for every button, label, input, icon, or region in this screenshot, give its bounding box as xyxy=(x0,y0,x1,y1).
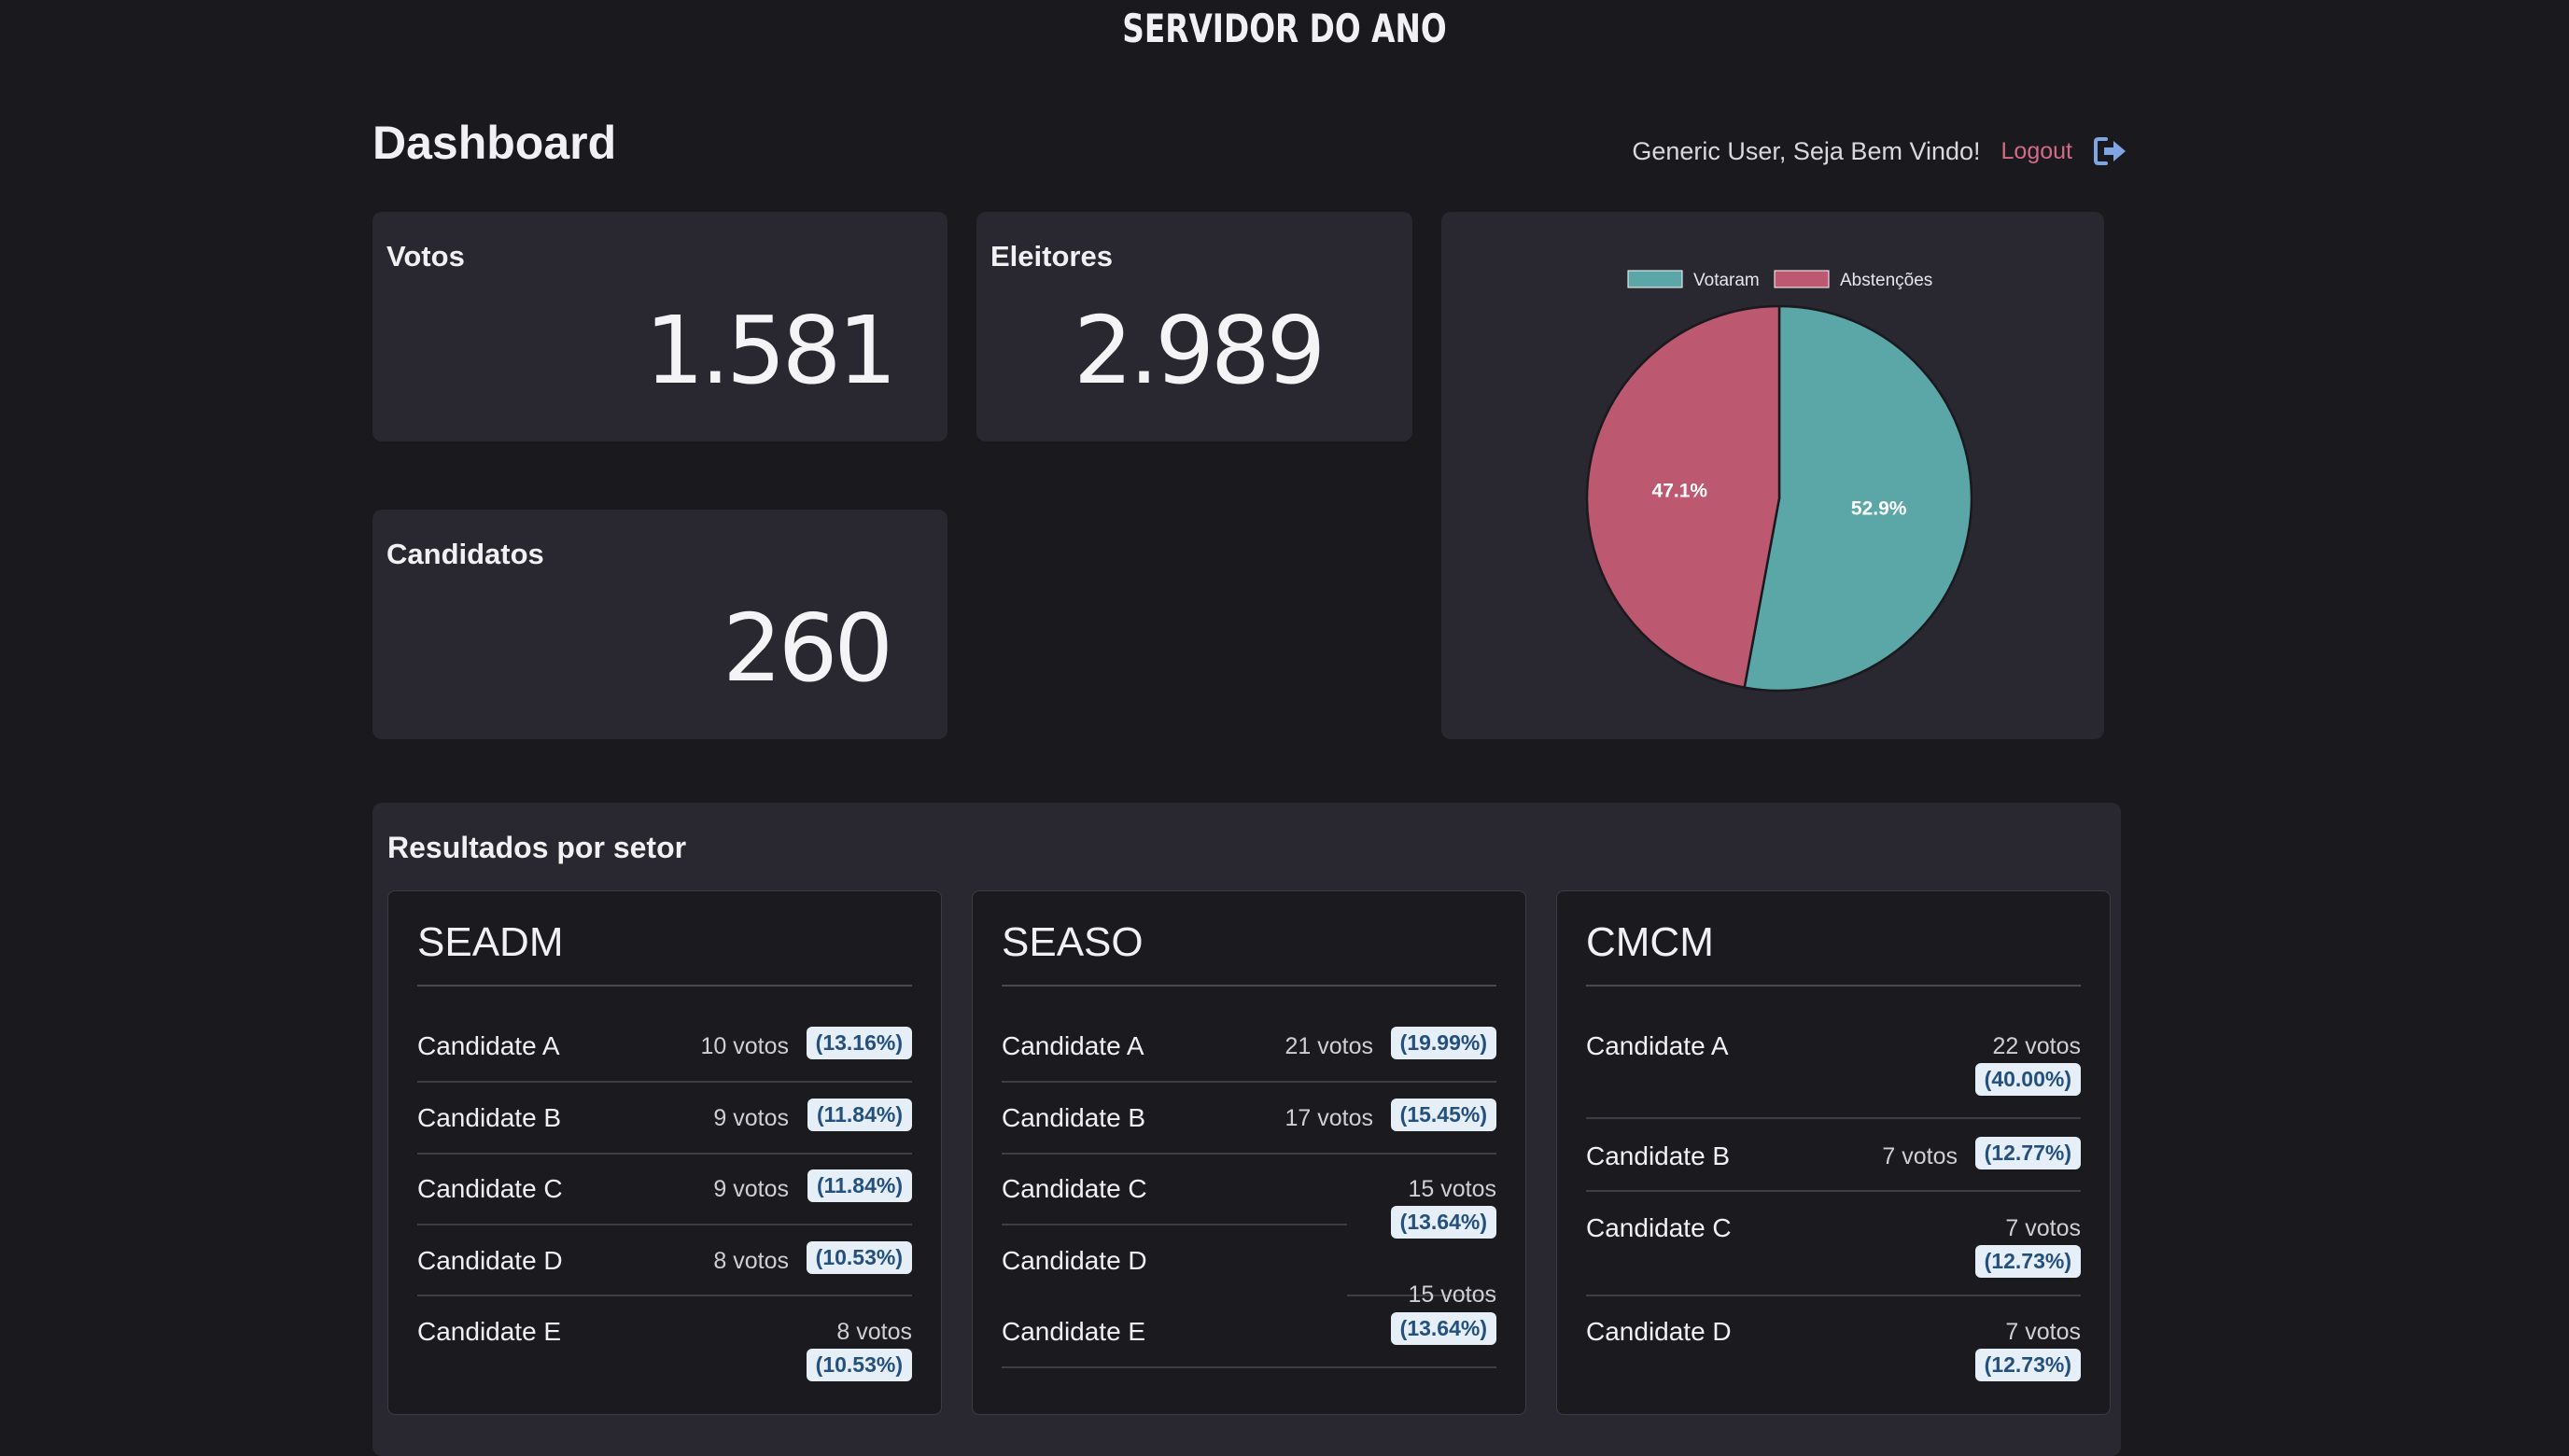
candidate-name: Candidate D xyxy=(417,1246,563,1275)
percentage-badge: (13.64%) xyxy=(1390,1206,1496,1239)
candidate-name: Candidate E xyxy=(1002,1317,1146,1346)
row-divider xyxy=(417,1224,912,1225)
percentage-badge: (12.73%) xyxy=(1974,1349,2081,1381)
percentage-badge: (13.64%) xyxy=(1390,1312,1496,1345)
percentage-badge: (10.53%) xyxy=(806,1349,912,1381)
candidate-votes: 7 votos xyxy=(1882,1143,1958,1169)
legend-swatch-abstenções[interactable] xyxy=(1774,270,1830,288)
results-title: Resultados por setor xyxy=(387,831,687,864)
candidate-votes: 9 votos xyxy=(713,1176,789,1202)
candidate-votes: 10 votos xyxy=(700,1033,789,1059)
welcome-message: Generic User, Seja Bem Vindo! xyxy=(1632,136,1981,165)
participation-chart-card: 52.9% 47.1% Votaram Abstenções xyxy=(1441,212,2104,739)
eleitores-label: Eleitores xyxy=(990,240,1113,273)
candidate-votes: 8 votos xyxy=(713,1248,789,1274)
candidatos-label: Candidatos xyxy=(386,538,544,570)
legend-swatch-votaram[interactable] xyxy=(1627,270,1683,288)
row-divider xyxy=(1586,1295,2081,1296)
sector-card-seadm: SEADM Candidate A 10 votos (13.16%) Candidat… xyxy=(387,890,942,1415)
candidate-votes: 15 votos xyxy=(1408,1176,1496,1202)
eleitores-card: Eleitores 2.989 xyxy=(976,212,1412,441)
results-panel: Resultados por setor SEADM Candidate A 10 … xyxy=(372,803,2121,1456)
row-divider xyxy=(1586,1117,2081,1119)
candidate-votes: 21 votos xyxy=(1284,1033,1373,1059)
sector-card-seaso: SEASO Candidate A 21 votos (19.99%) Candidat… xyxy=(972,890,1526,1415)
row-divider xyxy=(1002,1366,1496,1368)
percentage-badge: (40.00%) xyxy=(1974,1063,2081,1096)
candidate-votes: 15 votos xyxy=(1408,1281,1496,1308)
pie-value-label: 52.9% xyxy=(1851,498,1907,520)
sector-name: SEADM xyxy=(417,919,912,987)
candidate-votes: 9 votos xyxy=(713,1105,789,1131)
candidate-name: Candidate B xyxy=(1002,1103,1146,1132)
percentage-badge: (19.99%) xyxy=(1390,1027,1496,1059)
page-title: Dashboard xyxy=(372,117,617,169)
sector-name: SEASO xyxy=(1002,919,1496,987)
candidate-votes: 17 votos xyxy=(1284,1105,1373,1131)
votos-card: Votos 1.581 xyxy=(372,212,948,441)
user-area: Generic User, Seja Bem Vindo! Logout xyxy=(1624,133,2128,170)
candidate-votes: 22 votos xyxy=(1992,1033,2081,1059)
app-title: SERVIDOR DO ANO xyxy=(1122,6,1447,51)
legend-label[interactable]: Abstenções xyxy=(1840,271,1932,290)
candidate-name: Candidate D xyxy=(1586,1317,1732,1346)
row-divider xyxy=(417,1081,912,1083)
legend-label[interactable]: Votaram xyxy=(1693,271,1760,290)
percentage-badge: (11.84%) xyxy=(807,1099,912,1131)
sector-card-cmcm: CMCM Candidate A 22 votos (40.00%) Candidate… xyxy=(1556,890,2111,1415)
row-divider xyxy=(417,1295,912,1296)
row-divider xyxy=(1586,1190,2081,1192)
percentage-badge: (13.16%) xyxy=(806,1027,912,1059)
sign-out-icon[interactable] xyxy=(2093,136,2128,166)
candidate-votes: 7 votos xyxy=(2005,1319,2081,1345)
participation-pie-chart: 52.9% 47.1% Votaram Abstenções xyxy=(1585,270,1973,693)
pie-value-label: 47.1% xyxy=(1652,480,1708,501)
pie-slice-abstenções xyxy=(1585,304,1781,690)
candidate-name: Candidate A xyxy=(1002,1031,1144,1060)
candidate-name: Candidate A xyxy=(1586,1031,1729,1060)
candidate-name: Candidate B xyxy=(417,1103,562,1132)
candidate-name: Candidate C xyxy=(1002,1174,1147,1203)
percentage-badge: (15.45%) xyxy=(1390,1099,1496,1131)
row-divider xyxy=(417,1153,912,1155)
candidate-name: Candidate A xyxy=(417,1031,560,1060)
percentage-badge: (11.84%) xyxy=(807,1169,912,1202)
candidate-votes: 7 votos xyxy=(2005,1215,2081,1241)
logout-link[interactable]: Logout xyxy=(2000,137,2072,164)
candidate-name: Candidate B xyxy=(1586,1141,1731,1170)
pie-slice-votaram xyxy=(1743,304,1973,693)
candidatos-card: Candidatos 260 xyxy=(372,510,948,739)
candidate-votes: 8 votos xyxy=(836,1319,912,1345)
percentage-badge: (10.53%) xyxy=(806,1241,912,1274)
percentage-badge: (12.77%) xyxy=(1974,1137,2081,1169)
votos-label: Votos xyxy=(386,240,465,273)
candidate-name: Candidate E xyxy=(417,1317,562,1346)
votos-value: 1.581 xyxy=(644,296,897,405)
row-divider xyxy=(1002,1153,1496,1155)
candidate-name: Candidate D xyxy=(1002,1246,1147,1275)
row-divider xyxy=(1002,1081,1496,1083)
candidate-name: Candidate C xyxy=(417,1174,563,1203)
eleitores-value: 2.989 xyxy=(1074,296,1326,405)
row-divider xyxy=(1347,1295,1496,1296)
row-divider xyxy=(1002,1224,1347,1225)
sector-name: CMCM xyxy=(1586,919,2081,987)
percentage-badge: (12.73%) xyxy=(1974,1245,2081,1278)
candidatos-value: 260 xyxy=(723,594,893,703)
candidate-name: Candidate C xyxy=(1586,1213,1732,1242)
